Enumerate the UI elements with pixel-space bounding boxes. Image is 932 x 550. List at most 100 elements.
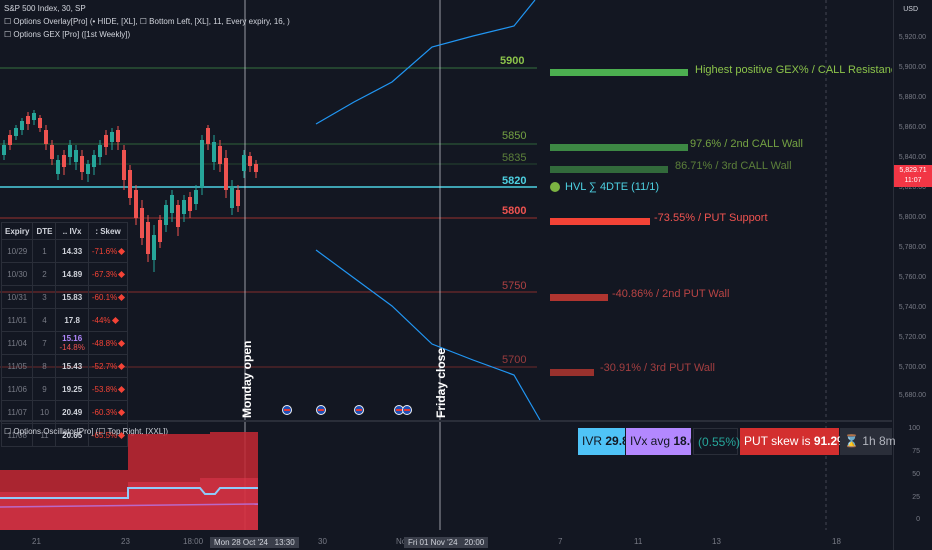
- price-axis-label: 5,800.00: [898, 214, 926, 221]
- currency-label[interactable]: USD: [903, 6, 918, 13]
- put-skew-label: PUT skew is: [744, 434, 811, 448]
- ivr-badge: IVR 29.8: [578, 428, 629, 455]
- thumbs-down-icon: [111, 316, 119, 324]
- table-header-row: Expiry DTE .. IVx : Skew: [0, 222, 129, 240]
- expiry-cell: 10/29: [0, 239, 34, 263]
- table-row: 11/06 9 19.25 -53.8%: [0, 377, 129, 401]
- skew-value: -60.1%: [91, 292, 118, 302]
- price-axis-label: 5,860.00: [898, 124, 926, 131]
- table-row: 11/08 11 20.65 -65.5%: [0, 423, 129, 447]
- dte-cell: 7: [32, 331, 57, 355]
- us-flag-icon[interactable]: [316, 405, 326, 415]
- skew-cell: -52.7%: [87, 354, 129, 378]
- oscillator-legend[interactable]: ☐ Options Oscillator[Pro] (☐ Top Right, …: [4, 427, 169, 436]
- candlesticks: [2, 110, 258, 272]
- thumbs-down-icon: [118, 408, 126, 416]
- gex-bar-5750: [550, 294, 608, 301]
- projection-upper: [315, 0, 536, 125]
- ivx-cell: 15.83: [55, 285, 89, 309]
- wall-text-5820: HVL ∑ 4DTE (11/1): [565, 181, 660, 193]
- gex-bar-5900: [550, 69, 688, 76]
- skew-cell: -48.8%: [87, 331, 129, 355]
- current-price-value: 5,829.71: [899, 167, 927, 174]
- monday-open-marker: Monday open: [240, 340, 254, 418]
- level-5900-label: 5900: [500, 55, 525, 67]
- price-axis-label: 5,840.00: [898, 154, 926, 161]
- table-row: 10/30 2 14.89 -67.3%: [0, 262, 129, 286]
- thumbs-down-icon: [118, 270, 126, 278]
- osc-axis-label: 25: [912, 494, 920, 501]
- price-axis-label: 5,700.00: [898, 364, 926, 371]
- table-row: 11/05 8 15.43 -52.7%: [0, 354, 129, 378]
- table-row: 11/07 10 20.49 -60.3%: [0, 400, 129, 424]
- osc-axis-label: 75: [912, 448, 920, 455]
- expiry-cell: 10/30: [0, 262, 34, 286]
- table-row: 11/01 4 17.8 -44%: [0, 308, 129, 332]
- ivx-avg-value: 18.6: [673, 434, 697, 448]
- dte-cell: 3: [32, 285, 57, 309]
- ivx-avg-badge: IVx avg 18.6: [626, 428, 697, 455]
- price-axis-label: 5,680.00: [898, 392, 926, 399]
- skew-cell: -44%: [87, 308, 129, 332]
- time-axis-label: No: [396, 537, 407, 546]
- expiry-cell: 11/04: [0, 331, 34, 355]
- price-axis-label: 5,740.00: [898, 304, 926, 311]
- expiry-cell: 11/01: [0, 308, 34, 332]
- symbol-title[interactable]: S&P 500 Index, 30, SP: [4, 4, 86, 13]
- indicator-overlay-legend[interactable]: ☐ Options Overlay[Pro] (• HIDE, [XL], ☐ …: [4, 17, 290, 26]
- osc-axis-label: 0: [916, 516, 920, 523]
- skew-cell: -53.8%: [87, 377, 129, 401]
- ivx-cell: 17.8: [55, 308, 89, 332]
- ivx-cell: 20.65: [55, 423, 89, 447]
- expiry-cell: 11/05: [0, 354, 34, 378]
- time-axis-label: 13: [712, 537, 721, 546]
- table-row: 11/04 7 15.16 -14.8% -48.8%: [0, 331, 129, 355]
- time-axis-label: 18:00: [183, 537, 204, 546]
- price-axis-label: 5,720.00: [898, 334, 926, 341]
- price-axis-divider: [893, 0, 894, 550]
- price-chart-canvas[interactable]: [0, 0, 892, 530]
- us-flag-icon[interactable]: [402, 405, 412, 415]
- skew-value: -52.7%: [91, 361, 118, 371]
- skew-value: -60.3%: [91, 407, 118, 417]
- time-axis-label: 11: [634, 537, 643, 546]
- thumbs-down-icon: [118, 362, 126, 370]
- put-skew-value: 91.2%: [813, 434, 848, 448]
- table-row: 10/29 1 14.33 -71.6%: [0, 239, 129, 263]
- ivx-cell: 14.89: [55, 262, 89, 286]
- price-axis-label: 5,920.00: [898, 34, 926, 41]
- us-flag-icon[interactable]: [354, 405, 364, 415]
- wall-text-5700: -30.91% / 3rd PUT Wall: [600, 362, 715, 374]
- dte-cell: 8: [32, 354, 57, 378]
- change-badge: (0.55%): [693, 428, 740, 455]
- us-flag-icon[interactable]: [282, 405, 292, 415]
- ivx-change: -14.8%: [59, 343, 85, 352]
- expiry-cell: 11/07: [0, 400, 34, 424]
- wall-text-5835: 86.71% / 3rd CALL Wall: [675, 160, 792, 172]
- dte-cell: 4: [32, 308, 57, 332]
- column-header: DTE: [32, 222, 57, 240]
- osc-axis-label: 50: [912, 471, 920, 478]
- time-axis-label: 18: [832, 537, 841, 546]
- indicator-gex-legend[interactable]: ☐ Options GEX [Pro] ([1st Weekly]): [4, 30, 131, 39]
- hvl-dot: [550, 182, 560, 192]
- oscillator-canvas[interactable]: [0, 422, 892, 530]
- gex-bar-5800: [550, 218, 650, 225]
- wall-text-5850: 97.6% / 2nd CALL Wall: [690, 138, 803, 150]
- level-5700-label: 5700: [502, 354, 527, 366]
- column-header: Expiry: [0, 222, 34, 240]
- skew-value: -65.5%: [91, 430, 118, 440]
- ivx-cell: 20.49: [55, 400, 89, 424]
- thumbs-down-icon: [118, 339, 126, 347]
- friday-time-label: Fri 01 Nov '24 20:00: [404, 537, 489, 548]
- ivx-avg-label: IVx avg: [630, 434, 671, 448]
- ivr-label: IVR: [582, 434, 603, 448]
- ivx-cell: 14.33: [55, 239, 89, 263]
- put-skew-badge: PUT skew is 91.2%: [740, 428, 848, 455]
- projection-lower: [315, 249, 541, 421]
- thumbs-down-icon: [118, 385, 126, 393]
- price-axis-label: 5,820.00: [898, 184, 926, 191]
- timer-badge: ⌛ 1h 8m: [840, 428, 896, 455]
- price-axis-label: 5,880.00: [898, 94, 926, 101]
- skew-value: -53.8%: [91, 384, 118, 394]
